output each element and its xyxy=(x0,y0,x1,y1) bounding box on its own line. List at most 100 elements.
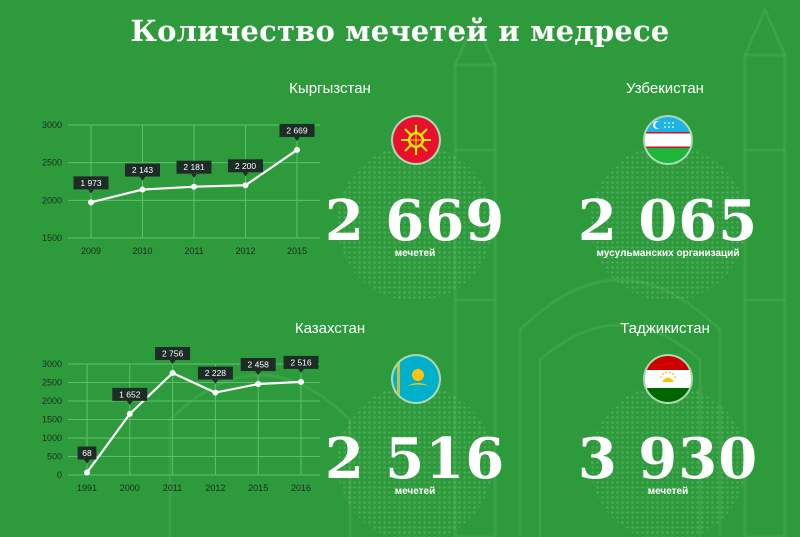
data-label-box xyxy=(112,387,148,401)
data-point xyxy=(126,410,133,417)
data-label-text: 2 516 xyxy=(290,357,312,367)
data-label: 2 756 xyxy=(155,347,191,365)
data-label-box xyxy=(279,123,315,137)
y-tick-label: 2500 xyxy=(42,378,62,388)
kyrgyzstan-caption: мечетей xyxy=(394,248,436,259)
data-label-box xyxy=(197,366,233,380)
kazakhstan-mosque-count: 2 516 xyxy=(324,426,506,492)
data-label-box xyxy=(283,355,319,369)
kazakhstan-caption: мечетей xyxy=(394,486,436,497)
x-tick-label: 2012 xyxy=(205,483,225,493)
data-label: 2 181 xyxy=(176,160,212,178)
x-tick-label: 2015 xyxy=(248,483,268,493)
data-label-box xyxy=(228,159,263,173)
y-tick-label: 2000 xyxy=(42,195,62,205)
data-label-text: 68 xyxy=(82,448,92,458)
data-label-box xyxy=(125,163,160,177)
data-label-box xyxy=(77,446,97,460)
tajikistan-mosque-count: 3 930 xyxy=(577,426,759,492)
data-label-text: 2 143 xyxy=(132,165,154,175)
section-title-kyrgyzstan: Кыргызстан xyxy=(289,80,371,97)
data-label-box xyxy=(155,347,191,361)
series-line xyxy=(86,371,302,474)
y-tick-label: 1500 xyxy=(42,415,62,425)
y-tick-label: 2500 xyxy=(42,158,62,168)
kyrgyzstan-line-chart: 1500 2000 2500 3000 2009 2010 2011 2012 2015 1 97… xyxy=(42,120,320,256)
dotted-ring xyxy=(337,385,493,537)
data-label-text: 2 458 xyxy=(248,360,270,370)
data-point xyxy=(169,370,176,377)
data-label: 2 143 xyxy=(125,163,160,181)
uzbekistan-flag-icon xyxy=(645,117,691,163)
data-label-pointer xyxy=(88,189,94,194)
data-label-text: 2 181 xyxy=(183,162,205,172)
data-point xyxy=(242,182,249,189)
data-label-pointer xyxy=(242,172,249,177)
data-label-text: 2 200 xyxy=(235,161,257,171)
data-label-pointer xyxy=(84,459,90,464)
data-label: 68 xyxy=(77,446,97,464)
section-title-tajikistan: Таджикистан xyxy=(620,320,710,337)
data-label: 2 669 xyxy=(279,123,315,141)
x-tick-label: 2011 xyxy=(163,483,182,493)
x-tick-label: 1991 xyxy=(77,483,97,493)
data-label: 1 652 xyxy=(112,387,148,405)
data-label-pointer xyxy=(294,136,300,141)
data-label: 1 973 xyxy=(73,176,109,194)
data-point xyxy=(298,378,304,385)
data-point xyxy=(294,146,300,153)
x-tick-label: 2009 xyxy=(81,246,101,256)
kyrgyzstan-flag-icon xyxy=(393,117,439,163)
kazakhstan-line-chart: 0 500 1000 1500 2000 2500 3000 1991 2000 2011 2012… xyxy=(42,347,320,493)
x-tick-label: 2012 xyxy=(235,246,255,256)
data-label-pointer xyxy=(139,176,146,181)
y-tick-label: 0 xyxy=(57,470,62,480)
y-tick-label: 1000 xyxy=(42,433,62,443)
data-label-pointer xyxy=(191,173,197,178)
data-point xyxy=(84,469,90,476)
data-label-pointer xyxy=(255,371,262,376)
data-label-box xyxy=(240,358,276,372)
data-label-pointer xyxy=(169,360,176,365)
data-point xyxy=(191,183,197,190)
data-label-pointer xyxy=(212,379,219,384)
data-point xyxy=(88,199,94,206)
x-tick-label: 2000 xyxy=(120,483,140,493)
dotted-ring xyxy=(337,145,493,301)
tajikistan-caption: мечетей xyxy=(647,486,689,497)
y-tick-label: 1500 xyxy=(42,233,62,243)
x-tick-label: 2016 xyxy=(291,483,311,493)
kyrgyzstan-mosque-count: 2 669 xyxy=(324,188,506,254)
data-label-text: 2 228 xyxy=(205,368,227,378)
tajikistan-flag-icon xyxy=(645,356,691,402)
page-title: Количество мечетей и медресе xyxy=(130,14,670,48)
y-tick-label: 3000 xyxy=(42,120,62,130)
data-point xyxy=(139,186,146,193)
y-tick-label: 500 xyxy=(47,452,62,462)
y-tick-label: 3000 xyxy=(42,359,62,369)
data-label-text: 1 652 xyxy=(119,389,141,399)
uzbekistan-organization-count: 2 065 xyxy=(577,188,759,254)
data-label-text: 2 669 xyxy=(286,125,308,135)
dotted-ring xyxy=(590,145,746,301)
data-label-pointer xyxy=(126,400,133,405)
data-label: 2 200 xyxy=(228,159,263,177)
data-label-pointer xyxy=(298,368,304,373)
data-label-text: 2 756 xyxy=(162,349,184,359)
section-title-kazakhstan: Казахстан xyxy=(294,320,366,337)
data-label-box xyxy=(73,176,109,190)
uzbekistan-caption: мусульманских организаций xyxy=(596,248,740,259)
data-label: 2 516 xyxy=(283,355,319,373)
y-tick-label: 2000 xyxy=(42,396,62,406)
data-label: 2 228 xyxy=(197,366,233,384)
data-label: 2 458 xyxy=(240,358,276,376)
dotted-ring xyxy=(590,385,746,537)
x-tick-label: 2010 xyxy=(132,246,152,256)
x-tick-label: 2011 xyxy=(184,246,203,256)
data-point xyxy=(212,389,219,396)
data-point xyxy=(255,381,262,388)
kazakhstan-flag-icon xyxy=(393,356,439,402)
data-label-text: 1 973 xyxy=(80,178,102,188)
